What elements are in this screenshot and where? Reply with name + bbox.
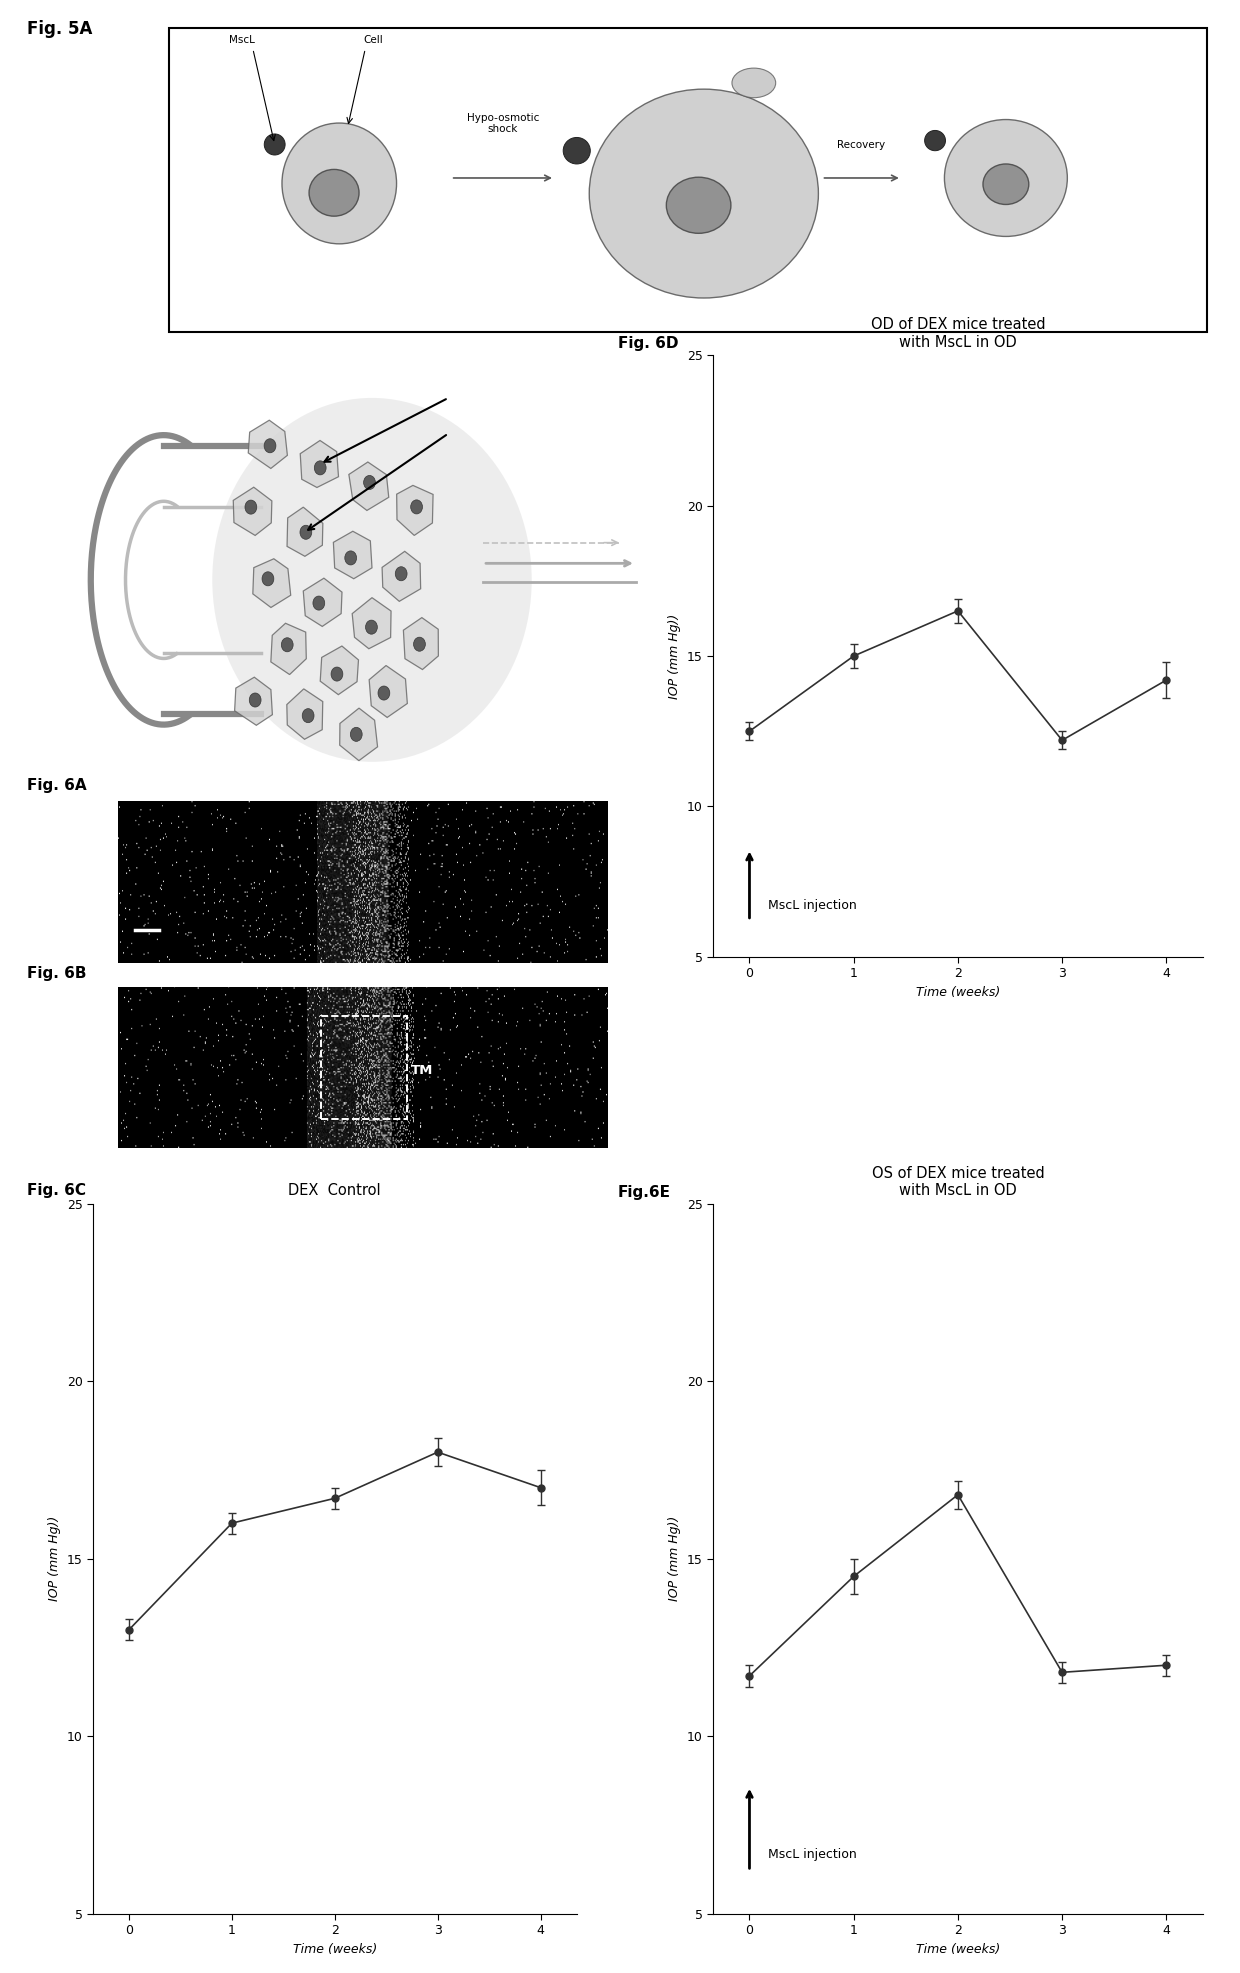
Ellipse shape (983, 164, 1029, 205)
X-axis label: Time (weeks): Time (weeks) (916, 986, 999, 998)
Text: Recovery: Recovery (837, 140, 885, 150)
Text: Fig.6E: Fig.6E (618, 1184, 671, 1200)
Text: MscL: MscL (229, 36, 255, 45)
Polygon shape (248, 420, 288, 468)
Y-axis label: IOP (mm Hg)): IOP (mm Hg)) (668, 1515, 681, 1602)
Ellipse shape (300, 525, 311, 539)
Ellipse shape (414, 637, 425, 651)
Polygon shape (382, 550, 420, 602)
Ellipse shape (249, 693, 262, 706)
Ellipse shape (303, 708, 314, 722)
Polygon shape (304, 578, 342, 625)
Polygon shape (233, 487, 272, 535)
Ellipse shape (281, 637, 293, 651)
Ellipse shape (309, 170, 360, 217)
Ellipse shape (312, 596, 325, 610)
Ellipse shape (331, 667, 342, 681)
Polygon shape (300, 440, 339, 487)
Polygon shape (352, 598, 391, 649)
Polygon shape (253, 558, 290, 608)
Title: DEX  Control: DEX Control (289, 1184, 381, 1198)
Text: Hypo-osmotic
shock: Hypo-osmotic shock (466, 112, 539, 134)
X-axis label: Time (weeks): Time (weeks) (916, 1943, 999, 1955)
Polygon shape (403, 618, 439, 669)
Ellipse shape (212, 399, 532, 762)
Ellipse shape (396, 566, 407, 580)
Ellipse shape (925, 130, 945, 150)
Title: OD of DEX mice treated
with MscL in OD: OD of DEX mice treated with MscL in OD (870, 318, 1045, 349)
Ellipse shape (351, 728, 362, 742)
Ellipse shape (345, 550, 357, 564)
Text: Fig. 6D: Fig. 6D (618, 335, 678, 351)
Title: OS of DEX mice treated
with MscL in OD: OS of DEX mice treated with MscL in OD (872, 1166, 1044, 1198)
Polygon shape (270, 623, 306, 675)
Ellipse shape (732, 69, 776, 99)
Polygon shape (397, 485, 433, 535)
Text: Fig. 5A: Fig. 5A (27, 20, 93, 37)
Polygon shape (234, 677, 273, 726)
Ellipse shape (378, 687, 389, 700)
Polygon shape (370, 665, 408, 718)
Ellipse shape (264, 438, 277, 454)
X-axis label: Time (weeks): Time (weeks) (293, 1943, 377, 1955)
Ellipse shape (314, 462, 326, 475)
Ellipse shape (363, 475, 376, 489)
Bar (321, 1016, 407, 1119)
Ellipse shape (262, 572, 274, 586)
Polygon shape (348, 462, 389, 511)
Ellipse shape (666, 178, 730, 233)
Polygon shape (286, 507, 322, 556)
Y-axis label: IOP (mm Hg)): IOP (mm Hg)) (48, 1515, 61, 1602)
Text: Fig. 6A: Fig. 6A (27, 777, 87, 793)
Ellipse shape (563, 138, 590, 164)
Ellipse shape (366, 620, 377, 633)
Text: MscL injection: MscL injection (769, 1847, 857, 1861)
Ellipse shape (589, 89, 818, 298)
Text: Cell: Cell (363, 36, 383, 45)
Ellipse shape (264, 134, 285, 156)
Polygon shape (320, 645, 358, 694)
Polygon shape (334, 531, 372, 578)
Polygon shape (286, 689, 322, 740)
Polygon shape (340, 708, 377, 762)
Ellipse shape (281, 122, 397, 245)
Y-axis label: IOP (mm Hg)): IOP (mm Hg)) (668, 614, 681, 698)
Text: Fig. 6C: Fig. 6C (27, 1182, 87, 1198)
Ellipse shape (410, 499, 423, 513)
Ellipse shape (246, 499, 257, 515)
Text: TM: TM (410, 1063, 433, 1077)
Ellipse shape (945, 120, 1068, 237)
Text: Fig. 6B: Fig. 6B (27, 965, 87, 981)
Text: MscL injection: MscL injection (769, 900, 857, 912)
